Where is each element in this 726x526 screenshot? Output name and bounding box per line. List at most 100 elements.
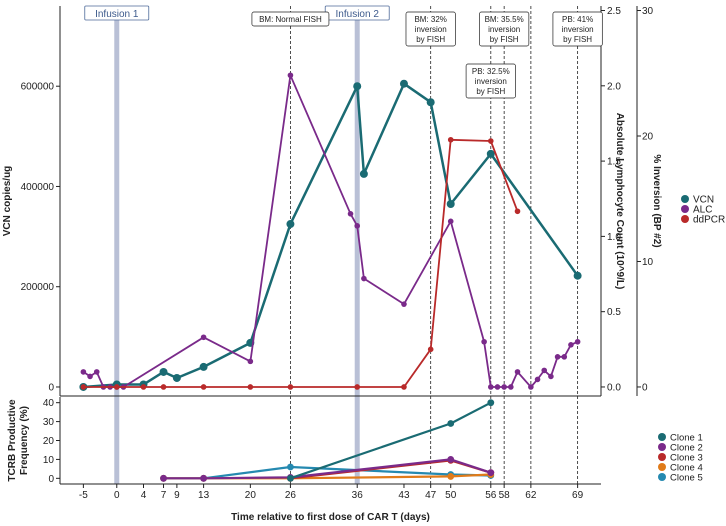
y-right2-tick-label: 20 — [642, 132, 654, 143]
legend-label-vcn: VCN — [693, 195, 714, 206]
data-point-ddpcr — [80, 384, 87, 390]
data-point-vcn — [573, 271, 582, 280]
x-tick-label: 20 — [245, 490, 257, 501]
data-point-ddpcr — [354, 384, 361, 390]
y-right1-tick-label: 2.5 — [607, 6, 621, 17]
data-point-alc — [354, 223, 361, 229]
legend-marker-alc — [681, 205, 689, 213]
y-right2-tick-label: 0 — [642, 382, 648, 393]
series-line-vcn — [83, 82, 579, 389]
data-point-ddpcr — [287, 384, 294, 390]
data-point-clone-1 — [487, 399, 495, 407]
y-bottom-tick-label: 0 — [48, 474, 54, 485]
annotation-text: BM: 32% — [414, 15, 446, 24]
legend-marker-clone-2 — [658, 443, 666, 451]
y-right1-tick-label: 2.0 — [607, 81, 621, 92]
legend-label-clone-2: Clone 2 — [670, 443, 703, 454]
y-right1-tick-label: 1.0 — [607, 232, 621, 243]
y-bottom-axis-title-line1: TCRB Productive — [7, 399, 18, 482]
y-right1-tick-label: 1.5 — [607, 157, 621, 168]
data-point-alc — [93, 369, 100, 375]
x-tick-label: 62 — [525, 490, 537, 501]
legend-label-clone-3: Clone 3 — [670, 453, 703, 464]
data-point-ddpcr — [401, 384, 407, 390]
data-point-ddpcr — [447, 136, 454, 143]
annotation-text: BM: 35.5% — [485, 15, 524, 24]
x-tick-label: 9 — [174, 490, 180, 501]
legend-label-clone-4: Clone 4 — [670, 463, 703, 474]
data-point-alc — [87, 373, 93, 380]
data-point-alc — [287, 72, 294, 79]
data-point-alc — [481, 338, 487, 345]
legend-marker-clone-1 — [658, 433, 666, 441]
data-point-ddpcr — [160, 384, 167, 390]
legend-marker-ddpcr — [681, 215, 689, 223]
y-left-axis-title: VCN copies/ug — [2, 166, 13, 237]
data-point-vcn — [486, 149, 495, 158]
data-point-ddpcr — [247, 384, 254, 390]
x-tick-label: 36 — [352, 490, 364, 501]
data-point-vcn — [399, 79, 408, 88]
data-point-alc — [574, 338, 581, 345]
annotation-box — [479, 11, 530, 47]
y-right1-tick-label: 0.0 — [607, 382, 621, 393]
data-point-ddpcr — [427, 346, 434, 353]
x-tick-label: 13 — [198, 490, 210, 501]
data-point-vcn — [172, 373, 181, 382]
data-point-alc — [528, 384, 534, 390]
x-tick-label: 69 — [572, 490, 584, 501]
data-point-clone-1 — [447, 420, 455, 427]
data-point-alc — [514, 369, 521, 375]
y-right2-tick-label: 10 — [642, 257, 654, 268]
annotation-text: inversion — [415, 25, 447, 34]
x-tick-label: 47 — [425, 490, 437, 501]
data-point-alc — [548, 373, 554, 380]
data-point-clone-4 — [447, 473, 455, 480]
legend-marker-clone-5 — [658, 473, 666, 481]
data-point-vcn — [359, 169, 368, 178]
annotation-text: by FISH — [476, 87, 505, 96]
annotation-text: inversion — [475, 77, 507, 86]
data-point-vcn — [286, 220, 295, 229]
infusion-label: Infusion 2 — [336, 9, 380, 20]
x-axis-title: Time relative to first dose of CAR T (da… — [231, 512, 430, 523]
legend-marker-vcn — [681, 195, 689, 203]
x-tick-label: -5 — [79, 490, 88, 501]
data-point-ddpcr — [514, 208, 521, 215]
y-bottom-tick-label: 30 — [43, 417, 55, 428]
y-left-tick-label: 200000 — [21, 282, 55, 293]
data-point-alc — [200, 334, 207, 341]
x-tick-label: 4 — [141, 490, 147, 501]
data-point-alc — [541, 367, 548, 374]
data-point-ddpcr — [140, 384, 147, 390]
y-bottom-tick-label: 20 — [43, 436, 55, 447]
annotation-text: PB: 41% — [562, 15, 593, 24]
data-point-vcn — [446, 200, 455, 209]
annotation-text: by FISH — [490, 35, 519, 44]
legend-marker-clone-4 — [658, 463, 666, 471]
x-tick-label: 26 — [285, 490, 297, 501]
y-right2-tick-label: 30 — [642, 6, 654, 17]
series-line-ddpcr — [83, 138, 519, 388]
y-left-tick-label: 600000 — [21, 82, 55, 93]
x-tick-label: 50 — [445, 490, 457, 501]
y-left-tick-label: 400000 — [21, 182, 55, 193]
data-point-alc — [80, 369, 87, 375]
data-point-vcn — [199, 362, 208, 371]
y-left-tick-label: 0 — [48, 382, 54, 393]
legend-label-ddpcr: ddPCR — [693, 215, 725, 226]
annotation-text: by FISH — [416, 35, 445, 44]
data-point-clone-2 — [487, 469, 495, 477]
x-tick-label: 43 — [398, 490, 410, 501]
data-point-alc — [447, 218, 454, 225]
annotation-text: PB: 32.5% — [472, 67, 510, 76]
data-point-clone-1 — [287, 474, 294, 482]
data-point-alc — [534, 376, 541, 383]
infusion-band — [354, 6, 360, 484]
annotation-box — [405, 11, 456, 47]
data-point-alc — [487, 384, 494, 390]
data-point-clone-2 — [160, 474, 167, 482]
legend-marker-clone-3 — [658, 453, 666, 461]
data-point-alc — [247, 358, 254, 365]
